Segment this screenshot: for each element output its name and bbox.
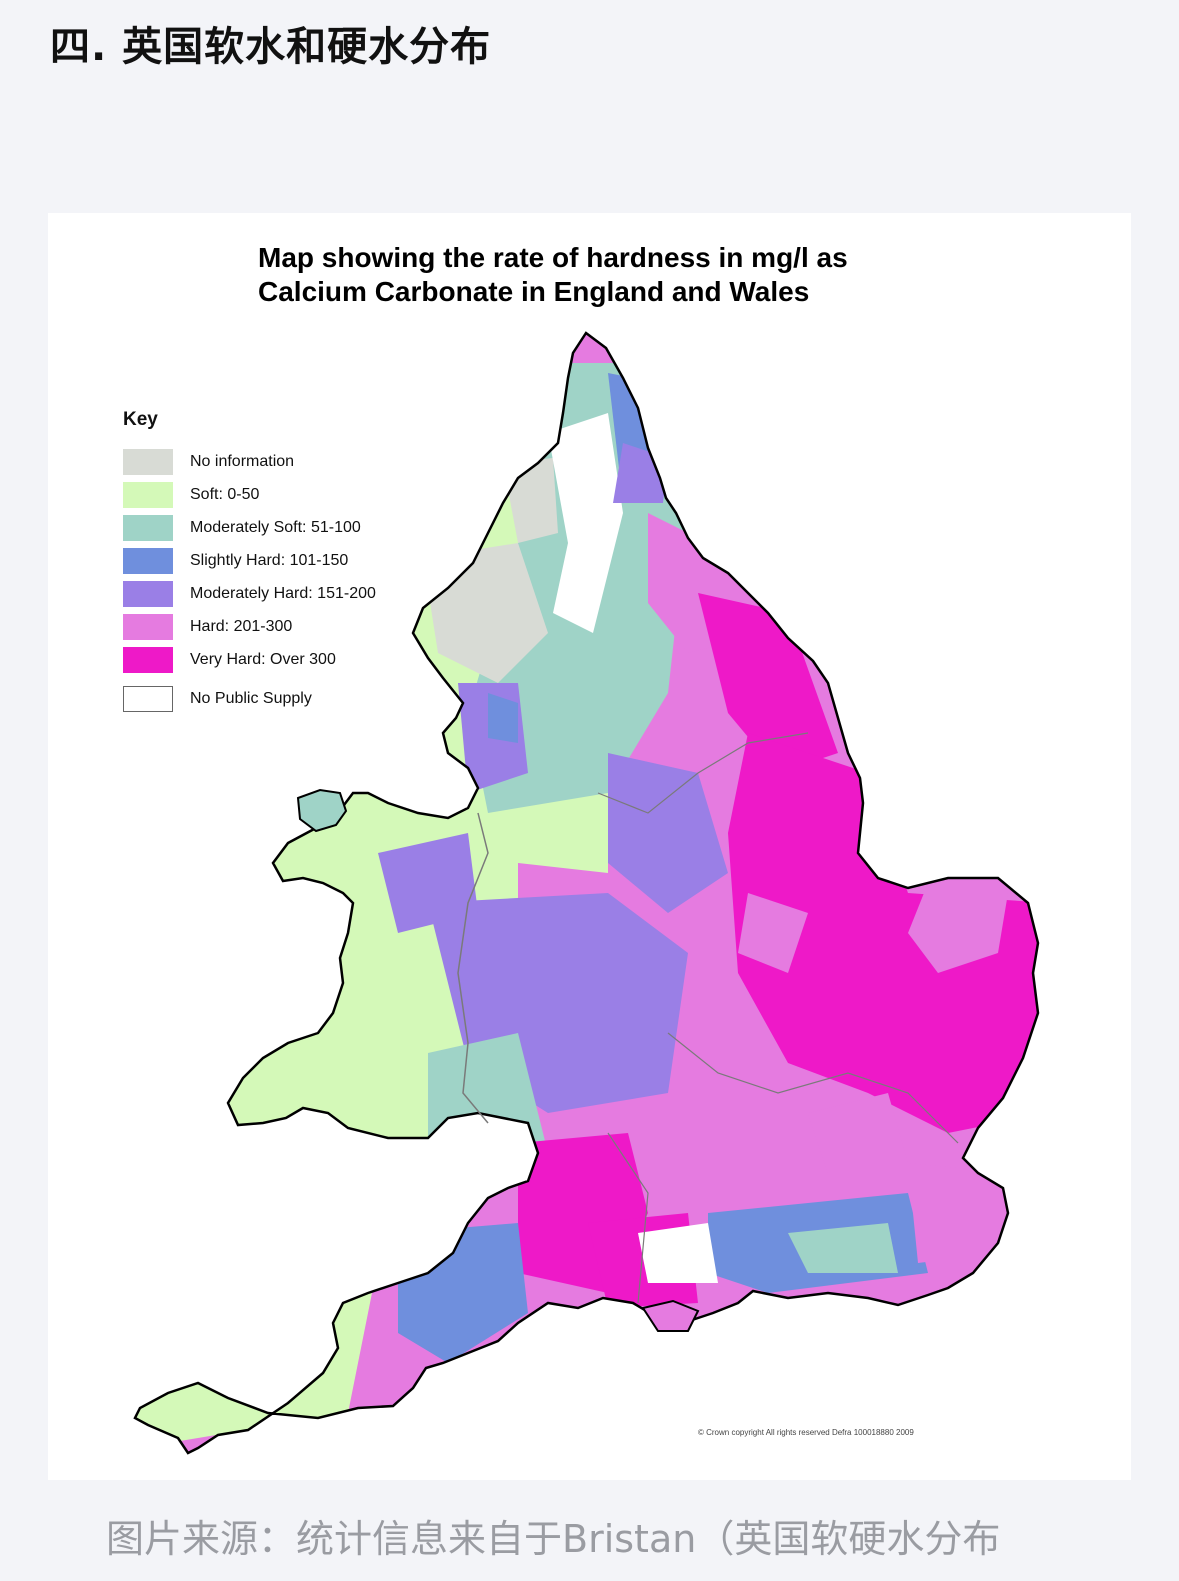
legend-item: Hard: 201-300 <box>123 610 376 643</box>
map-title-line-2: Calcium Carbonate in England and Wales <box>258 276 810 307</box>
region-boundary <box>607 1132 649 1304</box>
legend-label: Moderately Hard: 151-200 <box>190 584 376 602</box>
legend-swatch <box>123 481 173 508</box>
coastline <box>133 331 1040 1455</box>
legend-label: No information <box>190 452 295 470</box>
legend-swatch <box>123 613 173 640</box>
legend-label: Hard: 201-300 <box>190 617 293 635</box>
wales-england-border <box>457 812 489 1124</box>
region-boundary <box>597 732 809 814</box>
legend-swatch <box>123 685 173 712</box>
legend-item: Very Hard: Over 300 <box>123 643 376 676</box>
legend-label: Moderately Soft: 51-100 <box>190 518 361 536</box>
copyright-notice: © Crown copyright All rights reserved De… <box>698 1428 914 1437</box>
england-wales-map <box>133 331 1040 1455</box>
legend-swatch <box>123 514 173 541</box>
map-title-line-1: Map showing the rate of hardness in mg/l… <box>258 242 848 273</box>
legend-label: No Public Supply <box>190 689 312 707</box>
legend-swatch <box>123 448 173 475</box>
anglesey-island <box>296 788 348 833</box>
legend-label: Very Hard: Over 300 <box>190 650 336 668</box>
legend-item: No information <box>123 445 376 478</box>
isle-of-wight <box>641 1299 700 1332</box>
legend-item: Moderately Soft: 51-100 <box>123 511 376 544</box>
hardness-map-figure: Map showing the rate of hardness in mg/l… <box>48 213 1131 1480</box>
legend-item: Soft: 0-50 <box>123 478 376 511</box>
image-caption: 图片来源：统计信息来自于Bristan（英国软硬水分布 <box>106 1517 1001 1561</box>
legend-item: Slightly Hard: 101-150 <box>123 544 376 577</box>
legend-label: Slightly Hard: 101-150 <box>190 551 349 569</box>
map-legend: Key No information Soft: 0-50 Moderately S… <box>123 409 376 715</box>
section-heading: 四. 英国软水和硬水分布 <box>50 24 492 70</box>
legend-item: Moderately Hard: 151-200 <box>123 577 376 610</box>
legend-label: Soft: 0-50 <box>190 485 260 503</box>
hardness-regions <box>135 333 1038 1453</box>
legend-item: No Public Supply <box>123 682 376 715</box>
legend-title: Key <box>123 409 158 430</box>
legend-swatch <box>123 646 173 673</box>
map-title: Map showing the rate of hardness in mg/l… <box>258 241 848 309</box>
legend-swatch <box>123 580 173 607</box>
legend-swatch <box>123 547 173 574</box>
region-boundary <box>667 1032 959 1144</box>
